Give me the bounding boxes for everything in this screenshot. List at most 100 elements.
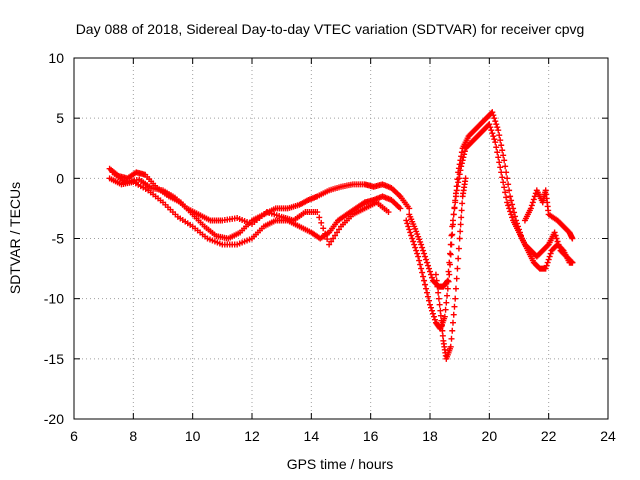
data-point <box>459 200 466 207</box>
data-point <box>552 232 559 239</box>
data-point <box>502 189 509 196</box>
y-tick-label: 0 <box>56 170 64 186</box>
data-point <box>529 199 536 206</box>
data-point <box>418 241 425 248</box>
data-point <box>437 307 444 314</box>
data-point <box>423 285 430 292</box>
x-tick-label: 14 <box>304 428 320 444</box>
data-point <box>461 148 468 155</box>
data-point <box>454 265 461 272</box>
data-point <box>453 275 460 282</box>
data-point <box>499 174 506 181</box>
data-point <box>493 121 500 128</box>
data-point <box>445 268 452 275</box>
data-point <box>439 332 446 339</box>
data-point <box>408 232 415 239</box>
data-points <box>106 109 576 362</box>
data-point <box>509 201 516 208</box>
data-point <box>336 226 343 233</box>
data-point <box>458 214 465 221</box>
data-point <box>504 175 511 182</box>
data-point <box>457 167 464 174</box>
x-tick-label: 18 <box>422 428 438 444</box>
data-point <box>547 250 554 257</box>
data-point <box>556 244 563 251</box>
data-point <box>530 196 537 203</box>
data-point <box>427 301 433 308</box>
data-point <box>320 225 327 232</box>
data-point <box>500 152 507 159</box>
data-point <box>449 319 456 326</box>
y-tick-label: -5 <box>52 231 65 247</box>
data-point <box>457 221 464 228</box>
data-point <box>498 142 505 149</box>
data-point <box>546 253 553 260</box>
data-point <box>528 202 535 209</box>
data-point <box>428 274 435 281</box>
x-tick-label: 10 <box>185 428 201 444</box>
data-point <box>492 118 499 125</box>
data-point <box>455 255 462 262</box>
y-tick-label: -10 <box>44 291 64 307</box>
data-point <box>554 238 561 245</box>
data-point <box>444 277 451 284</box>
x-tick-label: 22 <box>541 428 557 444</box>
data-point <box>505 181 512 188</box>
data-point <box>544 259 551 266</box>
data-point <box>412 244 419 251</box>
data-point <box>435 289 442 296</box>
data-point <box>451 205 458 212</box>
data-point <box>423 256 430 263</box>
data-point <box>495 127 502 134</box>
data-point <box>460 154 467 161</box>
data-point <box>397 205 404 212</box>
data-point <box>446 271 453 278</box>
y-tick-label: -20 <box>44 411 64 427</box>
data-point <box>455 179 462 186</box>
y-tick-label: -15 <box>44 351 64 367</box>
chart-title: Day 088 of 2018, Sidereal Day-to-day VTE… <box>76 21 585 37</box>
data-point <box>490 133 497 140</box>
data-point <box>449 223 456 230</box>
data-point <box>406 205 413 212</box>
data-point <box>413 247 420 254</box>
data-point <box>448 232 455 239</box>
data-point <box>496 159 503 166</box>
data-point <box>494 149 501 156</box>
data-point <box>506 187 513 194</box>
data-point <box>452 193 459 200</box>
data-point <box>458 160 465 167</box>
data-point <box>409 235 416 242</box>
data-point <box>415 253 422 260</box>
data-point <box>416 257 423 264</box>
data-point <box>448 335 455 342</box>
data-point <box>431 316 438 323</box>
data-point <box>507 208 514 215</box>
data-point <box>414 250 421 257</box>
data-point <box>385 209 392 216</box>
data-point <box>442 306 449 313</box>
data-point <box>420 273 427 280</box>
data-point <box>508 197 515 204</box>
data-point <box>422 253 429 260</box>
data-point <box>499 147 506 154</box>
x-axis-label: GPS time / hours <box>287 456 394 472</box>
data-point <box>430 313 437 320</box>
data-point <box>322 230 329 237</box>
data-point <box>429 310 436 317</box>
data-point <box>500 179 507 186</box>
data-point <box>407 229 414 236</box>
data-point <box>418 265 425 272</box>
data-point <box>447 250 454 257</box>
data-point <box>507 193 514 200</box>
data-point <box>433 277 440 284</box>
data-point <box>427 268 433 275</box>
data-point <box>444 278 451 285</box>
data-point <box>424 289 431 296</box>
data-point <box>451 303 458 310</box>
data-point <box>545 256 552 263</box>
data-point <box>569 259 576 266</box>
data-point <box>432 271 439 278</box>
data-point <box>417 261 424 268</box>
data-point <box>455 175 462 182</box>
